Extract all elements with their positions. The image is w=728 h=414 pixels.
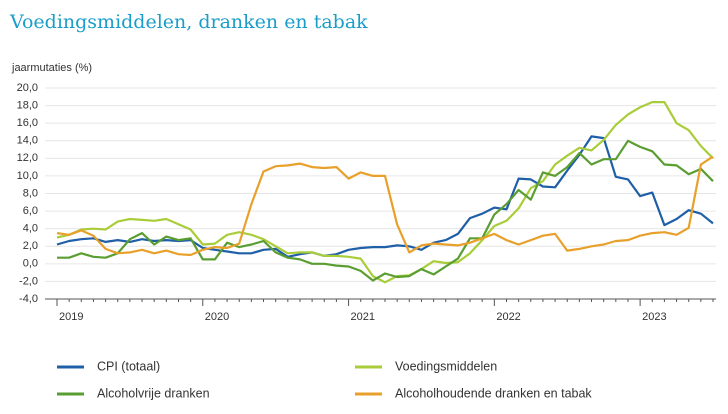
line-series (56, 155, 714, 257)
y-tick-label: 20,0 (17, 82, 38, 94)
y-tick-label: 6,0 (23, 205, 38, 217)
line-series (57, 139, 714, 282)
legend-label: Alcoholvrije dranken (97, 386, 210, 400)
y-tick-label: 16,0 (17, 117, 38, 129)
y-tick-label: 2,0 (23, 240, 38, 252)
x-tick-label: 2023 (642, 311, 666, 323)
y-tick-label: 0,0 (23, 258, 38, 270)
y-tick-label: -4,0 (19, 293, 38, 305)
y-tick-label: 12,0 (17, 152, 38, 164)
y-tick-label: 14,0 (17, 135, 38, 147)
y-tick-label: 8,0 (23, 187, 38, 199)
y-tick-label: 4,0 (23, 223, 38, 235)
line-series (56, 135, 714, 258)
y-tick-label: -2,0 (19, 275, 38, 287)
y-tick-label: 18,0 (17, 99, 38, 111)
line-series (56, 101, 714, 284)
x-tick-label: 2022 (496, 311, 520, 323)
legend-label: CPI (totaal) (97, 359, 160, 373)
y-axis-label: jaarmutaties (%) (11, 62, 92, 74)
x-tick-label: 2020 (205, 311, 229, 323)
legend-label: Voedingsmiddelen (395, 359, 497, 373)
chart-title: Voedingsmiddelen, dranken en tabak (9, 11, 368, 33)
y-tick-label: 10,0 (17, 170, 38, 182)
x-tick-label: 2019 (59, 311, 83, 323)
x-tick-label: 2021 (351, 311, 375, 323)
legend-label: Alcoholhoudende dranken en tabak (395, 386, 592, 400)
